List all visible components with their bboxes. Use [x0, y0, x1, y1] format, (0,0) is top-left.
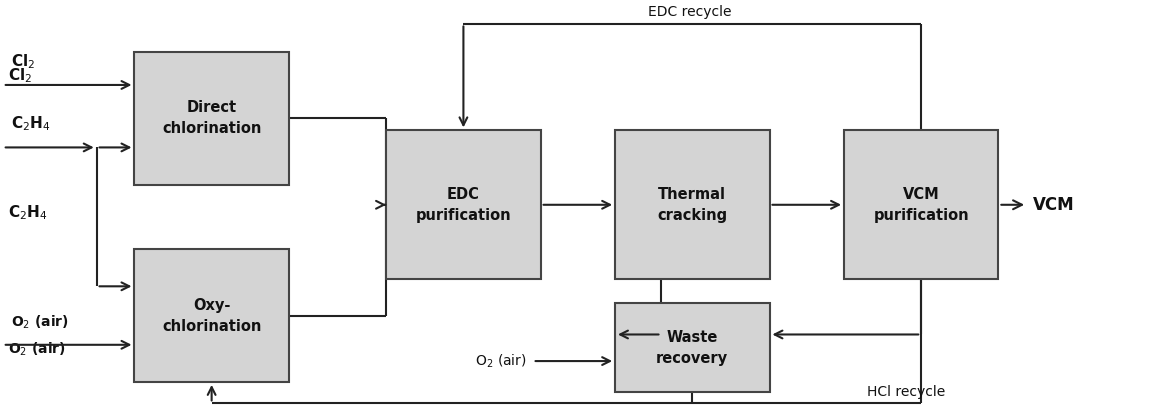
FancyBboxPatch shape	[135, 52, 289, 185]
FancyBboxPatch shape	[386, 130, 540, 279]
Text: Thermal
cracking: Thermal cracking	[658, 187, 727, 223]
Text: Oxy-
chlorination: Oxy- chlorination	[162, 298, 261, 334]
Text: VCM: VCM	[1033, 196, 1074, 214]
Text: EDC
purification: EDC purification	[415, 187, 512, 223]
Text: Direct
chlorination: Direct chlorination	[162, 100, 261, 136]
Text: O$_2$ (air): O$_2$ (air)	[10, 313, 69, 331]
Text: C$_2$H$_4$: C$_2$H$_4$	[10, 115, 51, 133]
FancyBboxPatch shape	[135, 249, 289, 382]
Text: O$_2$ (air): O$_2$ (air)	[475, 352, 527, 370]
FancyBboxPatch shape	[615, 130, 769, 279]
Text: EDC recycle: EDC recycle	[647, 5, 731, 19]
Text: Cl$_2$: Cl$_2$	[8, 66, 32, 85]
Text: Waste
recovery: Waste recovery	[657, 330, 728, 366]
Text: C$_2$H$_4$: C$_2$H$_4$	[8, 203, 48, 222]
FancyBboxPatch shape	[844, 130, 998, 279]
FancyBboxPatch shape	[615, 303, 769, 392]
Text: HCl recycle: HCl recycle	[867, 385, 945, 398]
Text: Cl$_2$: Cl$_2$	[10, 52, 34, 71]
Text: O$_2$ (air): O$_2$ (air)	[8, 341, 67, 359]
Text: VCM
purification: VCM purification	[873, 187, 969, 223]
